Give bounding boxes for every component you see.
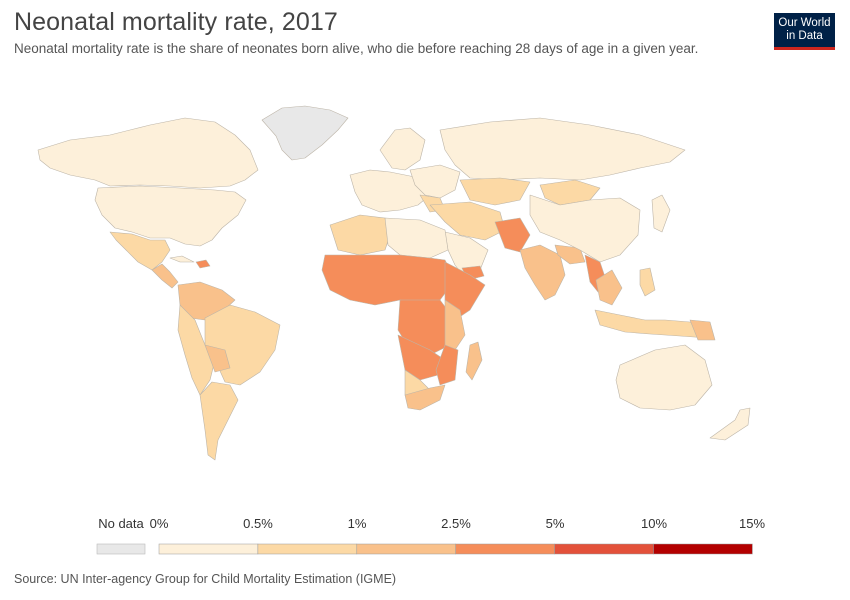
region-north-america-north[interactable] <box>37 117 259 189</box>
legend-no-data-label: No data <box>98 516 144 531</box>
legend-swatch-no-data[interactable] <box>96 543 146 555</box>
region-madagascar[interactable] <box>465 341 483 381</box>
region-central-africa[interactable] <box>397 299 456 356</box>
legend-tick-0: 0% <box>149 516 169 531</box>
region-sahel[interactable] <box>321 254 456 306</box>
region-haiti[interactable] <box>195 259 211 269</box>
region-india[interactable] <box>519 244 566 301</box>
region-north-africa-west[interactable] <box>329 214 391 256</box>
region-scandinavia[interactable] <box>379 127 426 171</box>
region-argentina-chile[interactable] <box>199 381 239 461</box>
region-afghanistan-pakistan[interactable] <box>494 217 531 253</box>
legend-tick-6: 15% <box>738 516 766 531</box>
legend-tick-1: 0.5% <box>243 516 273 531</box>
legend-swatch-4[interactable] <box>554 543 654 555</box>
legend-tick-3: 2.5% <box>441 516 471 531</box>
source-note: Source: UN Inter-agency Group for Child … <box>14 572 397 586</box>
world-map <box>37 105 751 461</box>
region-new-zealand[interactable] <box>709 407 751 441</box>
region-russia[interactable] <box>439 117 686 181</box>
logo-line-1: Our World <box>778 17 831 29</box>
region-china[interactable] <box>529 194 641 263</box>
region-east-africa[interactable] <box>444 299 466 351</box>
region-mozambique[interactable] <box>435 344 459 386</box>
chart-title: Neonatal mortality rate, 2017 <box>14 8 338 36</box>
legend-swatches <box>96 543 753 555</box>
legend-swatch-3[interactable] <box>455 543 555 555</box>
region-australia[interactable] <box>615 344 713 411</box>
logo-line-2: in Data <box>786 30 823 42</box>
legend-tick-2: 1% <box>347 516 367 531</box>
legend-tick-4: 5% <box>545 516 565 531</box>
color-legend: No data 0% 0.5% 1% 2.5% 5% 10% 15% <box>0 510 850 560</box>
region-south-america-west[interactable] <box>177 304 216 396</box>
region-mexico[interactable] <box>109 231 171 271</box>
region-kazakhstan[interactable] <box>459 177 531 206</box>
legend-tick-5: 10% <box>640 516 668 531</box>
region-japan[interactable] <box>651 194 671 233</box>
region-brazil[interactable] <box>204 304 281 386</box>
region-central-america[interactable] <box>151 263 179 289</box>
region-thailand-vietnam[interactable] <box>595 269 623 306</box>
region-papua-new-guinea[interactable] <box>689 319 716 341</box>
legend-swatch-5[interactable] <box>653 543 753 555</box>
region-greenland[interactable] <box>261 105 349 161</box>
region-cuba[interactable] <box>169 255 195 263</box>
region-philippines[interactable] <box>639 267 656 297</box>
legend-swatch-0[interactable] <box>158 543 259 555</box>
region-north-africa-east[interactable] <box>384 217 449 259</box>
region-south-africa[interactable] <box>404 384 446 411</box>
region-turkey-iran[interactable] <box>429 201 506 241</box>
region-usa[interactable] <box>94 185 247 247</box>
region-eastern-europe[interactable] <box>409 164 461 199</box>
legend-swatch-1[interactable] <box>257 543 358 555</box>
logo-accent-bar <box>774 47 835 50</box>
legend-swatch-2[interactable] <box>356 543 456 555</box>
region-bolivia[interactable] <box>204 344 231 373</box>
chart-subtitle: Neonatal mortality rate is the share of … <box>14 41 699 56</box>
owid-logo[interactable]: Our World in Data <box>774 13 835 50</box>
